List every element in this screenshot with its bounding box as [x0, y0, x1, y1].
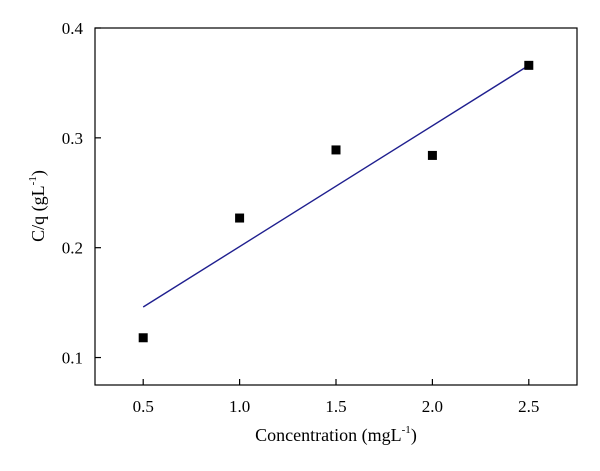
x-axis-title: Concentration (mgL-1): [255, 424, 417, 446]
y-axis-ticks: 0.1 0.2 0.3 0.4: [62, 19, 101, 368]
x-tick-label: 2.5: [518, 397, 539, 416]
data-point: [235, 213, 245, 223]
data-point: [138, 333, 148, 343]
fit-line: [142, 64, 530, 308]
data-point: [524, 60, 534, 70]
y-axis-title: C/q (gL-1): [27, 170, 49, 242]
y-tick-label: 0.4: [62, 19, 84, 38]
x-tick-label: 0.5: [133, 397, 154, 416]
x-axis-ticks: 0.5 1.0 1.5 2.0 2.5: [133, 379, 539, 416]
data-points: [138, 60, 534, 343]
data-point: [331, 145, 341, 155]
x-tick-label: 1.0: [229, 397, 250, 416]
x-tick-label: 2.0: [422, 397, 443, 416]
x-tick-label: 1.5: [325, 397, 346, 416]
y-tick-label: 0.2: [62, 239, 83, 258]
y-tick-label: 0.3: [62, 129, 83, 148]
y-tick-label: 0.1: [62, 349, 83, 368]
data-point: [427, 150, 437, 160]
plot-frame: [94, 27, 578, 386]
